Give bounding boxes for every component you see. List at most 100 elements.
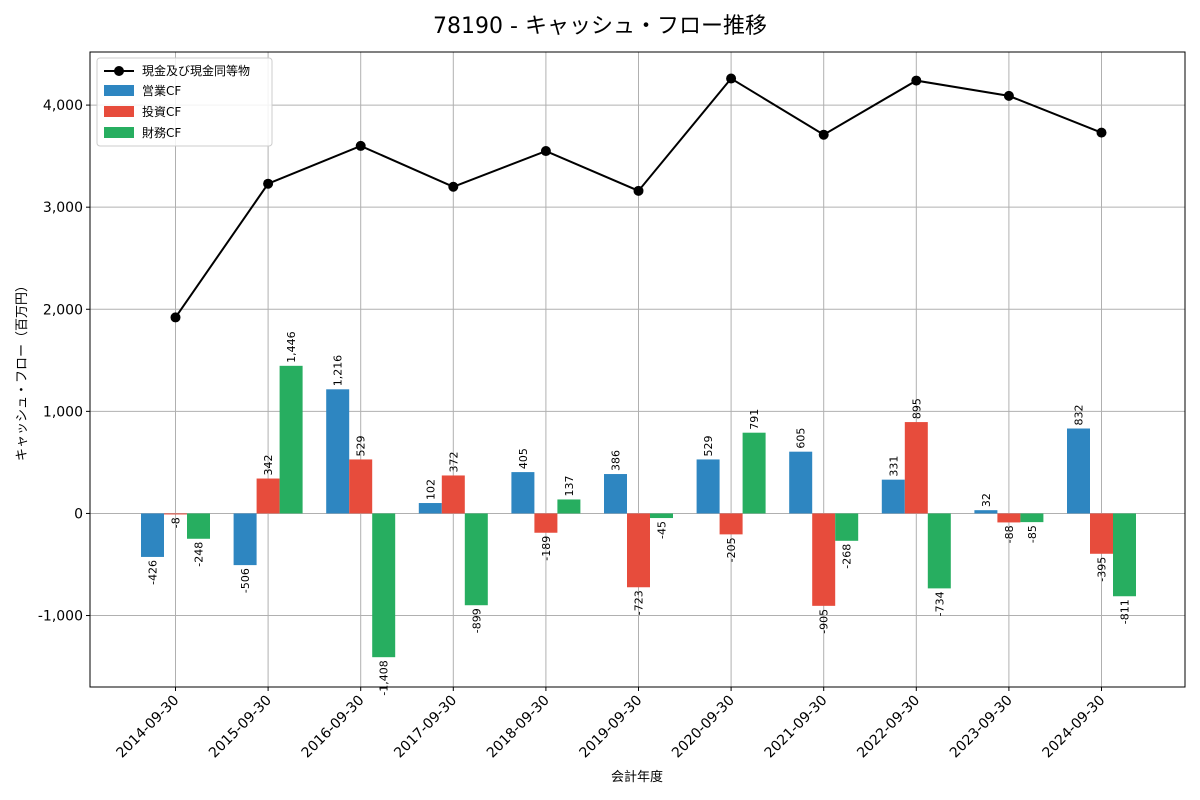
bar-investing: [534, 513, 558, 533]
data-label: 32: [980, 493, 993, 507]
plot-area-frame: [89, 51, 1186, 688]
bar-investing: [1090, 513, 1113, 554]
data-label: -248: [193, 542, 206, 567]
data-label: -88: [1003, 525, 1016, 543]
bar-operating: [1067, 428, 1090, 514]
cash-line-point: [263, 178, 274, 189]
data-label: 529: [355, 435, 368, 456]
legend-swatch-operating: [104, 85, 134, 96]
x-tick-label: 2020-09-30: [669, 693, 738, 762]
data-label: 331: [887, 456, 900, 477]
bar-operating: [141, 513, 164, 557]
legend-label-investing: 投資CF: [142, 104, 181, 119]
x-tick-label: 2017-09-30: [391, 693, 460, 762]
bar-investing: [812, 513, 836, 606]
bar-operating: [974, 510, 998, 514]
data-label: -426: [147, 560, 160, 585]
bar-investing: [349, 459, 373, 514]
data-label: 791: [748, 409, 761, 430]
x-tick-label: 2018-09-30: [484, 693, 553, 762]
data-label: -45: [656, 521, 669, 539]
tick-layer: -1,000 0 1,000 2,000 3,000 4,000 2014-09-30 201…: [38, 98, 1108, 761]
data-label: -395: [1096, 557, 1109, 582]
data-label: -8: [170, 517, 183, 528]
cash-line-point: [911, 75, 922, 86]
data-label: -506: [239, 568, 252, 593]
bar-investing: [441, 475, 465, 514]
legend-label-financing: 財務CF: [142, 125, 181, 140]
bar-operating: [326, 389, 350, 514]
cash-line-point: [1096, 127, 1107, 138]
y-axis-label: キャッシュ・フロー（百万円）: [15, 279, 30, 461]
bar-operating: [604, 474, 627, 514]
data-label: -723: [633, 590, 646, 615]
cash-line-point: [448, 181, 459, 192]
x-tick-label: 2021-09-30: [762, 693, 831, 762]
bar-financing: [835, 513, 859, 541]
data-label: 102: [424, 479, 437, 500]
bar-operating: [696, 459, 720, 514]
bar-financing: [742, 432, 766, 514]
data-label: -899: [470, 608, 483, 633]
data-label: 1,216: [332, 355, 345, 387]
bar-operating: [418, 503, 442, 514]
x-tick-label: 2014-09-30: [113, 693, 182, 762]
bar-operating: [233, 513, 257, 566]
bar-financing: [279, 365, 303, 514]
y-tick-label: -1,000: [38, 609, 83, 625]
data-label: -85: [1026, 525, 1039, 543]
data-label: -1,408: [378, 660, 391, 695]
cash-line-point: [355, 140, 366, 151]
data-label: 1,446: [285, 331, 298, 363]
y-tick-label: 4,000: [43, 98, 83, 114]
x-tick-label: 2022-09-30: [854, 693, 923, 762]
bar-financing: [1113, 513, 1136, 597]
legend-label-cash: 現金及び現金同等物: [142, 63, 250, 78]
bar-financing: [187, 513, 210, 539]
bar-investing: [164, 513, 187, 515]
data-label: 895: [910, 398, 923, 419]
data-label: 342: [262, 455, 275, 476]
x-tick-label: 2016-09-30: [299, 693, 368, 762]
bar-layer: [141, 365, 1136, 658]
legend-swatch-financing: [104, 127, 134, 138]
cash-line-point: [726, 73, 737, 84]
bar-investing: [997, 513, 1021, 523]
y-tick-label: 3,000: [43, 200, 83, 216]
data-label: -734: [933, 591, 946, 616]
line-layer: [170, 73, 1107, 323]
data-label: 605: [795, 428, 808, 449]
x-axis-label: 会計年度: [611, 769, 663, 785]
cash-line-point: [540, 146, 551, 157]
data-label: -905: [818, 609, 831, 634]
legend-label-operating: 営業CF: [142, 84, 181, 98]
data-label: 529: [702, 435, 715, 456]
y-tick-label: 0: [74, 506, 83, 522]
legend-line-marker: [114, 66, 124, 76]
data-label: -189: [540, 536, 553, 561]
data-label: 405: [517, 448, 530, 469]
x-tick-label: 2015-09-30: [206, 693, 275, 762]
data-label: 372: [447, 451, 460, 472]
x-tick-label: 2024-09-30: [1039, 693, 1108, 762]
legend-box: [96, 57, 273, 147]
x-tick-label: 2023-09-30: [947, 693, 1016, 762]
data-label: 386: [610, 450, 623, 471]
bar-financing: [372, 513, 396, 658]
bar-financing: [464, 513, 488, 606]
cash-line-point: [1003, 90, 1014, 101]
y-tick-label: 2,000: [43, 302, 83, 318]
bar-financing: [927, 513, 951, 589]
data-label: 832: [1073, 405, 1086, 426]
chart-title: 78190 - キャッシュ・フロー推移: [433, 14, 767, 39]
cash-line-point: [633, 185, 644, 196]
legend-swatch-investing: [104, 106, 134, 117]
bar-operating: [511, 472, 535, 514]
bar-investing: [627, 513, 650, 588]
data-label: -268: [841, 544, 854, 569]
bar-financing: [557, 499, 581, 514]
bar-operating: [789, 451, 813, 514]
data-label: -811: [1119, 599, 1132, 624]
